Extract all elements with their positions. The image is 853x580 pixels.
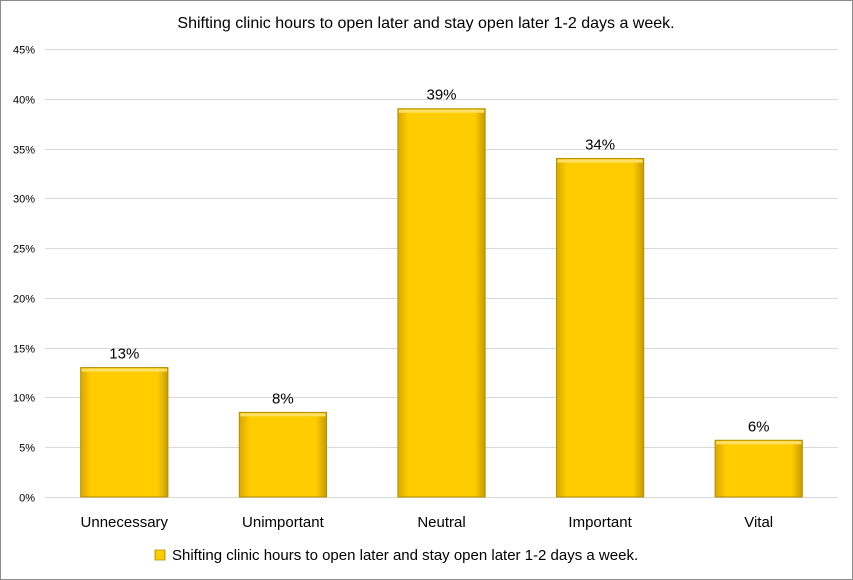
bar-unimportant xyxy=(238,411,328,498)
bar-highlight xyxy=(398,109,485,113)
data-label: 34% xyxy=(585,137,615,154)
y-tick-label: 5% xyxy=(19,443,35,455)
bar-highlight xyxy=(81,368,167,372)
bars xyxy=(80,108,803,498)
y-tick-label: 35% xyxy=(13,145,35,157)
y-tick-label: 30% xyxy=(13,194,35,206)
x-category-label: Unnecessary xyxy=(81,514,169,531)
data-label: 6% xyxy=(748,418,770,435)
bar-unnecessary xyxy=(80,367,169,498)
bar-important xyxy=(555,158,645,498)
x-category-label: Important xyxy=(568,514,632,531)
y-tick-label: 10% xyxy=(13,393,35,405)
legend-swatch xyxy=(154,549,166,561)
x-axis-categories: Unnecessary Unimportant Neutral Important Vi… xyxy=(81,514,774,531)
bar-neutral xyxy=(397,108,486,498)
x-category-label: Unimportant xyxy=(242,514,325,531)
x-category-label: Vital xyxy=(744,514,773,531)
data-label: 13% xyxy=(109,346,139,363)
legend: Shifting clinic hours to open later and … xyxy=(154,547,638,564)
y-tick-label: 45% xyxy=(13,45,35,57)
data-label: 39% xyxy=(426,87,456,104)
bar-highlight xyxy=(240,413,326,417)
bar-highlight xyxy=(557,159,643,163)
y-tick-label: 0% xyxy=(19,493,35,505)
chart-title: Shifting clinic hours to open later and … xyxy=(177,15,674,32)
y-tick-label: 15% xyxy=(13,344,35,356)
y-tick-label: 25% xyxy=(13,244,35,256)
legend-label: Shifting clinic hours to open later and … xyxy=(172,547,638,564)
x-category-label: Neutral xyxy=(417,514,465,531)
data-label: 8% xyxy=(272,390,294,407)
data-labels: 13% 8% 39% 34% 6% xyxy=(109,87,769,436)
bar-vital xyxy=(714,439,803,498)
y-tick-label: 20% xyxy=(13,294,35,306)
bar-highlight xyxy=(716,441,802,445)
y-axis-ticks: 0% 5% 10% 15% 20% 25% 30% 35% 40% 45% xyxy=(13,45,35,505)
y-tick-label: 40% xyxy=(13,95,35,107)
